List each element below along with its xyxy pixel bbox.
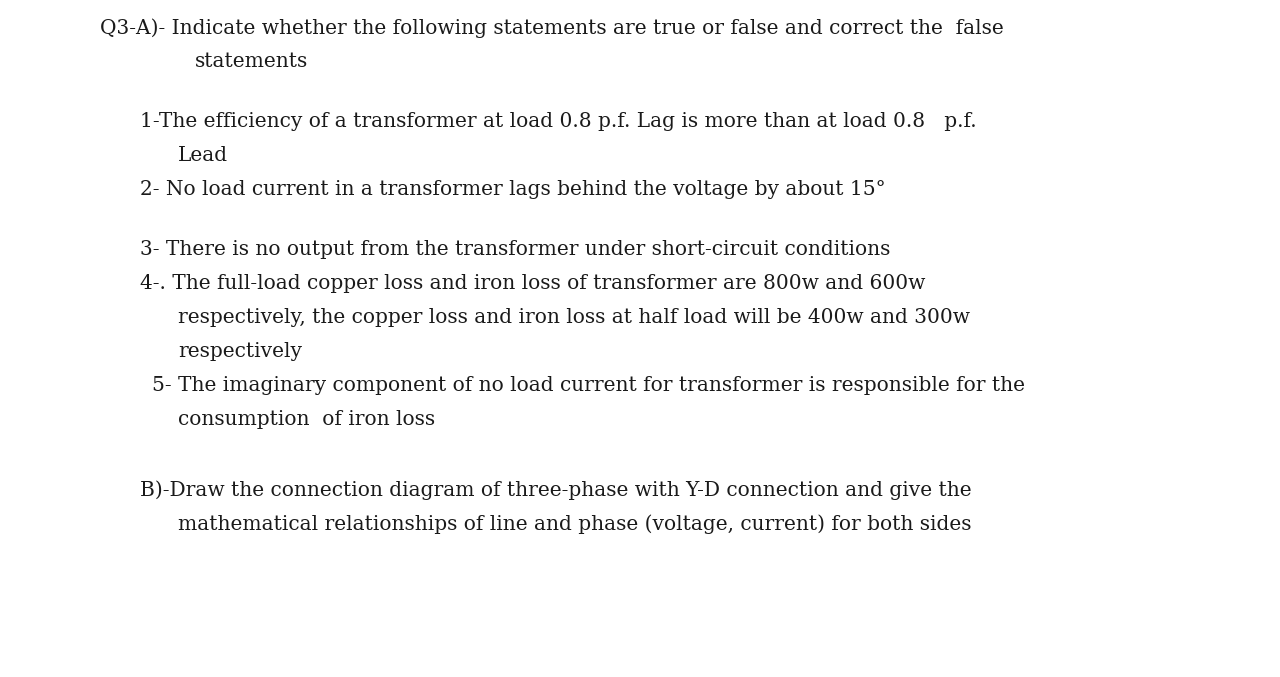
Text: Lead: Lead	[178, 146, 228, 165]
Text: respectively, the copper loss and iron loss at half load will be 400w and 300w: respectively, the copper loss and iron l…	[178, 308, 970, 327]
Text: 1-The efficiency of a transformer at load 0.8 p.f. Lag is more than at load 0.8 : 1-The efficiency of a transformer at loa…	[140, 112, 977, 131]
Text: statements: statements	[195, 52, 308, 71]
Text: Q3-A)- Indicate whether the following statements are true or false and correct t: Q3-A)- Indicate whether the following st…	[100, 18, 1004, 38]
Text: 5- The imaginary component of no load current for transformer is responsible for: 5- The imaginary component of no load cu…	[152, 376, 1025, 395]
Text: B)-Draw the connection diagram of three-phase with Y-D connection and give the: B)-Draw the connection diagram of three-…	[140, 480, 972, 500]
Text: 2- No load current in a transformer lags behind the voltage by about 15°: 2- No load current in a transformer lags…	[140, 180, 886, 199]
Text: mathematical relationships of line and phase (voltage, current) for both sides: mathematical relationships of line and p…	[178, 514, 972, 533]
Text: 3- There is no output from the transformer under short-circuit conditions: 3- There is no output from the transform…	[140, 240, 891, 259]
Text: 4-. The full-load copper loss and iron loss of transformer are 800w and 600w: 4-. The full-load copper loss and iron l…	[140, 274, 925, 293]
Text: respectively: respectively	[178, 342, 302, 361]
Text: consumption  of iron loss: consumption of iron loss	[178, 410, 435, 429]
